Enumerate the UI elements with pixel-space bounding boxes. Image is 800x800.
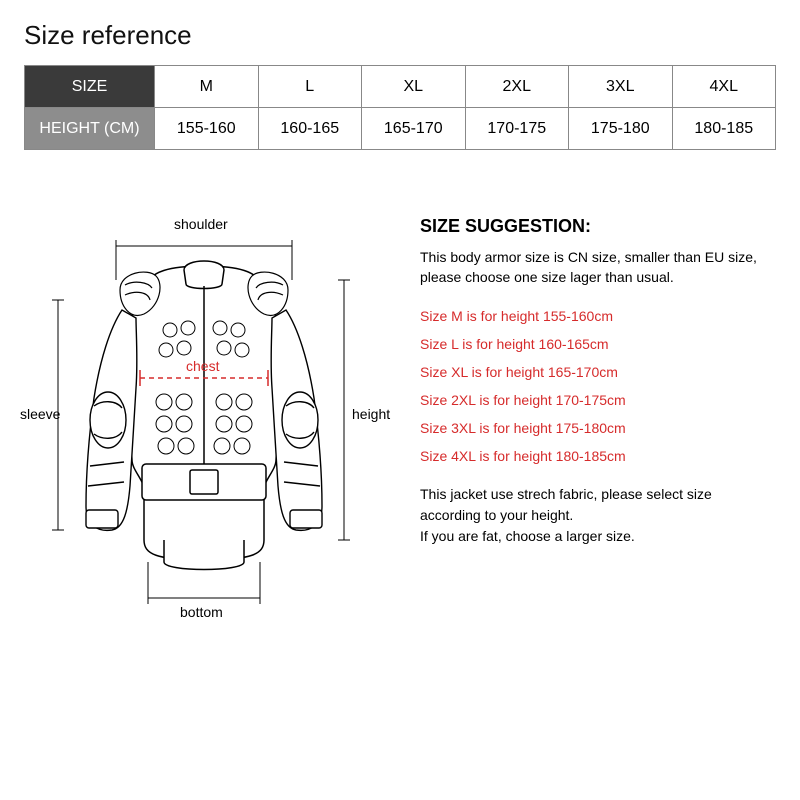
height-cell: 180-185 — [672, 108, 776, 150]
label-chest: chest — [186, 358, 219, 374]
table-row: HEIGHT (CM) 155-160 160-165 165-170 170-… — [25, 108, 776, 150]
table-row: SIZE M L XL 2XL 3XL 4XL — [25, 66, 776, 108]
note-line: according to your height. — [420, 505, 776, 526]
size-cell: 2XL — [465, 66, 569, 108]
suggestion-note: This jacket use strech fabric, please se… — [420, 484, 776, 547]
page-title: Size reference — [24, 20, 776, 51]
label-bottom: bottom — [180, 604, 223, 620]
size-cell: 4XL — [672, 66, 776, 108]
note-line: If you are fat, choose a larger size. — [420, 526, 776, 547]
jacket-diagram: shoulder chest sleeve height bottom — [24, 210, 384, 630]
label-height: height — [352, 406, 390, 422]
size-cell: XL — [362, 66, 466, 108]
size-line: Size 3XL is for height 175-180cm — [420, 414, 776, 442]
size-cell: 3XL — [569, 66, 673, 108]
size-line: Size 4XL is for height 180-185cm — [420, 442, 776, 470]
height-cell: 155-160 — [155, 108, 259, 150]
suggestion-heading: SIZE SUGGESTION: — [420, 216, 776, 237]
size-cell: M — [155, 66, 259, 108]
row-label-size: SIZE — [25, 66, 155, 108]
height-cell: 165-170 — [362, 108, 466, 150]
height-cell: 170-175 — [465, 108, 569, 150]
size-line: Size M is for height 155-160cm — [420, 302, 776, 330]
height-cell: 160-165 — [258, 108, 362, 150]
size-line: Size L is for height 160-165cm — [420, 330, 776, 358]
height-cell: 175-180 — [569, 108, 673, 150]
size-line: Size 2XL is for height 170-175cm — [420, 386, 776, 414]
label-sleeve: sleeve — [20, 406, 60, 422]
note-line: This jacket use strech fabric, please se… — [420, 484, 776, 505]
row-label-height: HEIGHT (CM) — [25, 108, 155, 150]
suggestion-intro: This body armor size is CN size, smaller… — [420, 247, 776, 288]
size-cell: L — [258, 66, 362, 108]
size-line: Size XL is for height 165-170cm — [420, 358, 776, 386]
size-table: SIZE M L XL 2XL 3XL 4XL HEIGHT (CM) 155-… — [24, 65, 776, 150]
label-shoulder: shoulder — [174, 216, 228, 232]
size-suggestion: SIZE SUGGESTION: This body armor size is… — [420, 210, 776, 547]
